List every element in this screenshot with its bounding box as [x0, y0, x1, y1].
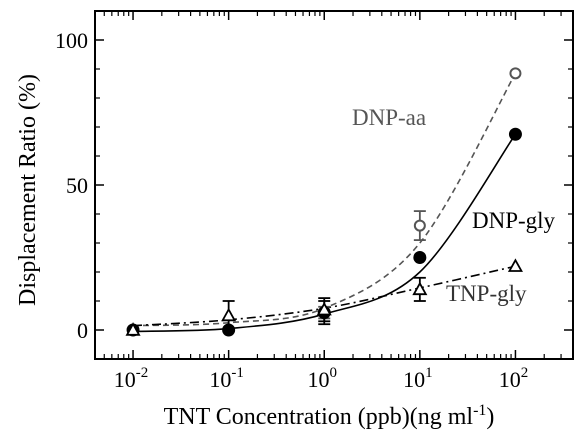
fit-line-dnp-aa	[133, 72, 517, 327]
marker-tnp-gly	[125, 322, 141, 336]
x-tick-label: 101	[403, 365, 433, 392]
y-tick-label: 0	[77, 318, 88, 343]
x-tick-label: 10-2	[114, 365, 149, 392]
marker-tnp-gly	[412, 281, 428, 296]
marker-dnp-aa	[413, 219, 426, 232]
marker-dnp-gly	[222, 323, 236, 337]
x-tick-label-base: 10	[307, 367, 329, 392]
x-tick-label-base: 10	[114, 367, 136, 392]
x-tick-label-exponent: -2	[136, 365, 149, 381]
y-axis-title: Displacement Ratio (%)	[15, 74, 41, 306]
x-axis-title-superscript: -1	[473, 402, 486, 419]
x-tick-label-exponent: -1	[231, 365, 244, 381]
y-tick-label: 100	[55, 28, 88, 53]
y-tick-label: 50	[66, 173, 88, 198]
series-label-tnp-gly: TNP-gly	[446, 281, 527, 306]
marker-tnp-gly	[221, 307, 237, 322]
x-tick-label: 102	[499, 365, 529, 392]
x-tick-label-base: 10	[499, 367, 521, 392]
x-tick-label-base: 10	[403, 367, 425, 392]
series-label-dnp-gly: DNP-gly	[472, 208, 556, 233]
x-tick-label-base: 10	[209, 367, 231, 392]
x-axis-title-suffix: )	[486, 404, 494, 430]
data-markers	[125, 67, 523, 337]
fit-line-dnp-gly	[133, 133, 517, 333]
x-tick-label-exponent: 1	[425, 365, 433, 381]
axis-ticks	[95, 11, 573, 359]
x-tick-label: 100	[307, 365, 337, 392]
x-axis-title: TNT Concentration (ppb)(ng ml-1)	[164, 402, 495, 430]
marker-dnp-gly	[413, 251, 427, 264]
x-tick-label-exponent: 2	[521, 365, 529, 381]
marker-tnp-gly	[507, 258, 523, 272]
x-tick-label: 10-1	[209, 365, 244, 392]
marker-dnp-gly	[508, 127, 522, 141]
series-label-dnp-aa: DNP-aa	[352, 105, 426, 130]
plot-frame	[94, 10, 574, 360]
x-tick-label-exponent: 0	[329, 365, 337, 381]
marker-tnp-gly	[316, 301, 332, 316]
x-axis-title-main: TNT Concentration (ppb)(ng ml	[164, 404, 474, 430]
marker-dnp-aa	[509, 67, 522, 80]
